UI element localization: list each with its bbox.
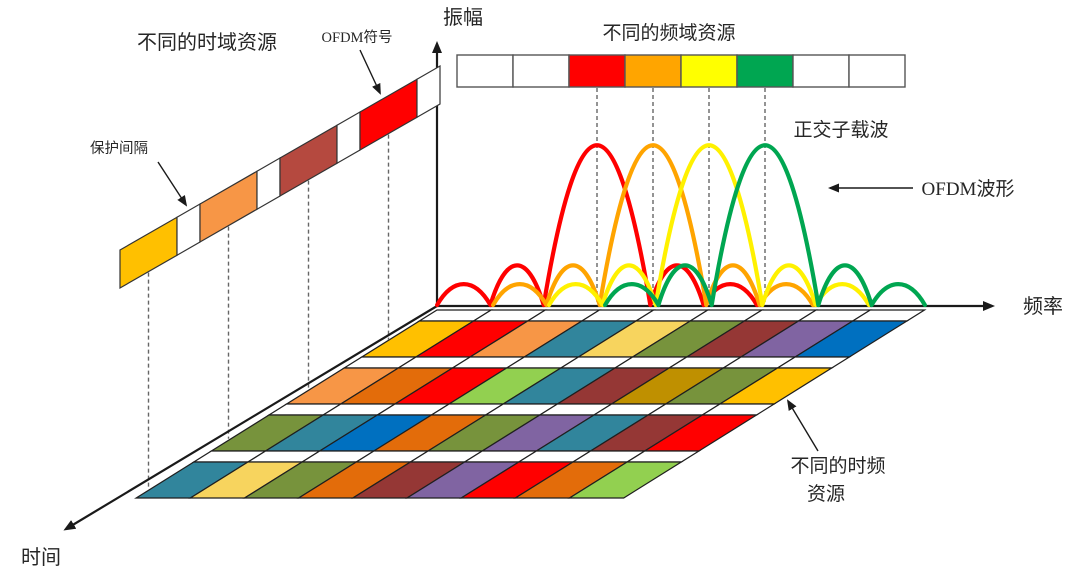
time-strip-cell	[199, 170, 258, 244]
time-domain-resources-label: 不同的时域资源	[137, 31, 277, 54]
time-frequency-grid	[134, 309, 927, 499]
subcarrier-waveform	[603, 143, 927, 308]
time-strip-cell	[416, 64, 441, 119]
time-strip-drop-lines	[147, 134, 390, 489]
frequency-strip-drop-lines	[596, 88, 766, 303]
ofdm-symbol-label: OFDM符号	[322, 29, 393, 46]
frequency-strip-cell	[736, 54, 794, 88]
time-frequency-resources-label-line1: 不同的时频	[790, 455, 885, 477]
orthogonal-subcarriers-label: 正交子载波	[793, 119, 888, 141]
time-axis	[63, 305, 438, 531]
time-strip-cell	[256, 156, 281, 211]
frequency-domain-resources-label: 不同的频域资源	[602, 22, 735, 44]
time-strip-cell	[176, 202, 201, 257]
time-strip-cell	[279, 124, 338, 198]
annotation-arrows	[157, 49, 913, 452]
guard-interval-arrow	[157, 161, 188, 207]
grid-cell	[567, 461, 684, 499]
time-frequency-resources-arrow	[786, 399, 819, 452]
frequency-strip-cell	[456, 54, 514, 88]
ofdm-waveforms	[435, 143, 927, 308]
frequency-resource-strip	[456, 54, 906, 88]
time-strip-cell	[336, 110, 361, 165]
subcarrier-waveform	[547, 143, 871, 308]
time-frequency-resources-label-line2: 资源	[807, 483, 845, 505]
guard-interval-label: 保护间隔	[90, 140, 148, 157]
ofdm-symbol-arrow	[359, 49, 381, 95]
frequency-strip-cell	[792, 54, 850, 88]
subcarrier-waveform	[491, 143, 815, 308]
frequency-strip-cell	[680, 54, 738, 88]
frequency-strip-cell	[624, 54, 682, 88]
ofdm-waveform-label: OFDM波形	[922, 178, 1015, 200]
frequency-axis-label: 频率	[1023, 295, 1063, 318]
frequency-strip-cell	[848, 54, 906, 88]
labels: 振幅 频率 时间 不同的时域资源 OFDM符号 保护间隔 不同的频域资源 正交子…	[21, 6, 1063, 569]
subcarrier-waveform	[435, 143, 759, 308]
time-resource-strip	[119, 64, 441, 290]
time-axis-label: 时间	[21, 546, 61, 569]
frequency-strip-cell	[568, 54, 626, 88]
time-strip-cell	[119, 216, 178, 290]
amplitude-axis-label: 振幅	[443, 6, 483, 29]
frequency-strip-cell	[512, 54, 570, 88]
time-strip-cell	[359, 78, 418, 152]
